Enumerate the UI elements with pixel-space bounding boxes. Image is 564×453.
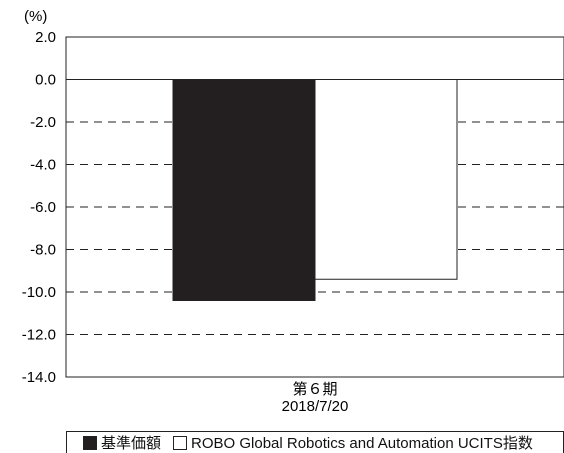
y-tick-labels: 2.0 0.0 -2.0 -4.0 -6.0 -8.0 -10.0 -12.0 -14.0 <box>22 29 56 386</box>
legend-item-nav: 基準価額 <box>83 432 161 453</box>
y-tick-label: -12.0 <box>22 327 56 344</box>
y-tick-label: -14.0 <box>22 369 56 386</box>
legend: 基準価額 ROBO Global Robotics and Automation… <box>66 431 564 453</box>
bar-index <box>314 79 458 280</box>
legend-item-index: ROBO Global Robotics and Automation UCIT… <box>173 432 533 453</box>
legend-swatch-index <box>173 435 188 450</box>
plot-frame <box>65 36 564 378</box>
x-tick-label-line2: 2018/7/20 <box>282 398 349 415</box>
legend-swatch-nav <box>83 435 97 450</box>
y-tick-label: -4.0 <box>30 157 56 174</box>
legend-label-index: ROBO Global Robotics and Automation UCIT… <box>191 435 533 452</box>
bar-nav <box>172 79 316 301</box>
bars <box>172 79 458 301</box>
y-tick-label: -8.0 <box>30 242 56 259</box>
y-tick-label: -10.0 <box>22 284 56 301</box>
x-tick-label-line1: 第６期 <box>292 380 337 398</box>
legend-label-nav: 基準価額 <box>101 435 162 452</box>
y-axis-unit-label: (%) <box>24 8 47 25</box>
y-tick-label: -2.0 <box>30 114 56 131</box>
y-tick-label: 2.0 <box>35 29 56 46</box>
bar-chart: (%) 2.0 0.0 -2.0 -4.0 -6.0 -8.0 -10.0 -12.0 -14.… <box>22 8 564 415</box>
y-tick-label: 0.0 <box>35 72 56 89</box>
y-tick-label: -6.0 <box>30 199 56 216</box>
